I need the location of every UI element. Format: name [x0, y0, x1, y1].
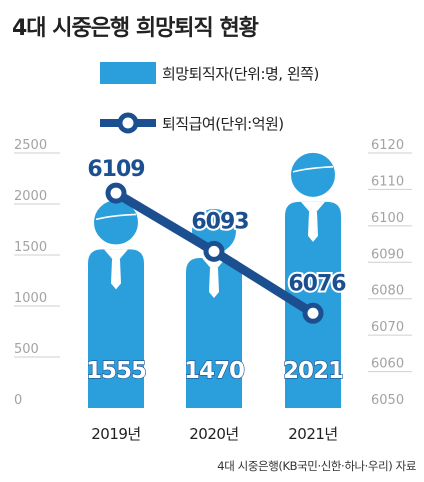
bar-hair: [292, 166, 334, 173]
bar-collar: [301, 201, 325, 216]
x-tick-label: 2019년: [91, 425, 140, 443]
right-tick-label: 6110: [371, 174, 404, 189]
line-value-label: 6093: [191, 209, 248, 234]
left-tick-label: 500: [14, 342, 39, 357]
line-value-label: 6109: [87, 157, 144, 182]
line-point: [203, 240, 225, 262]
bar-tie: [209, 268, 219, 299]
bar: [186, 258, 242, 408]
legend-line-swatch: [100, 112, 156, 134]
bar-head: [289, 150, 337, 199]
right-tick-label: 6080: [371, 284, 404, 299]
left-tick-label: 1500: [14, 240, 47, 255]
left-tick-label: 2500: [14, 138, 47, 153]
right-tick-label: 6120: [371, 138, 404, 153]
bar-value-label: 1555: [86, 358, 146, 384]
line-value-label: 6076: [288, 271, 346, 296]
source-note: 4대 시중은행(KB국민·신한·하나·우리) 자료: [217, 459, 416, 473]
left-tick-label: 0: [14, 393, 22, 408]
bar-hair: [95, 213, 137, 221]
right-tick-label: 6050: [371, 393, 404, 408]
bar: [88, 249, 144, 408]
line-point: [105, 182, 127, 204]
chart-title: 4대 시중은행 희망퇴직 현황: [12, 16, 259, 41]
bar-value-label: 1470: [184, 358, 244, 384]
legend-bar-swatch: [100, 62, 156, 84]
bar-tie: [308, 211, 318, 242]
bar-collar: [202, 258, 226, 273]
right-tick-label: 6090: [371, 247, 404, 262]
bar-value-label: 2021: [283, 358, 343, 384]
bar-hair: [193, 222, 235, 229]
right-tick-label: 6070: [371, 320, 404, 335]
right-tick-label: 6060: [371, 357, 404, 372]
right-tick-label: 6100: [371, 211, 404, 226]
legend-bar-item: 희망퇴직자(단위:명, 왼쪽): [100, 62, 319, 84]
left-tick-label: 1000: [14, 291, 47, 306]
legend-bar-label: 희망퇴직자(단위:명, 왼쪽): [162, 64, 319, 83]
x-tick-label: 2021년: [288, 425, 337, 443]
x-tick-label: 2020년: [189, 425, 238, 443]
bar-tie: [111, 259, 121, 290]
line-point: [302, 302, 324, 324]
bar-collar: [104, 249, 128, 264]
legend-line-label: 퇴직급여(단위:억원): [162, 114, 284, 133]
left-tick-label: 2000: [14, 189, 47, 204]
legend-line-item: 퇴직급여(단위:억원): [100, 112, 284, 134]
